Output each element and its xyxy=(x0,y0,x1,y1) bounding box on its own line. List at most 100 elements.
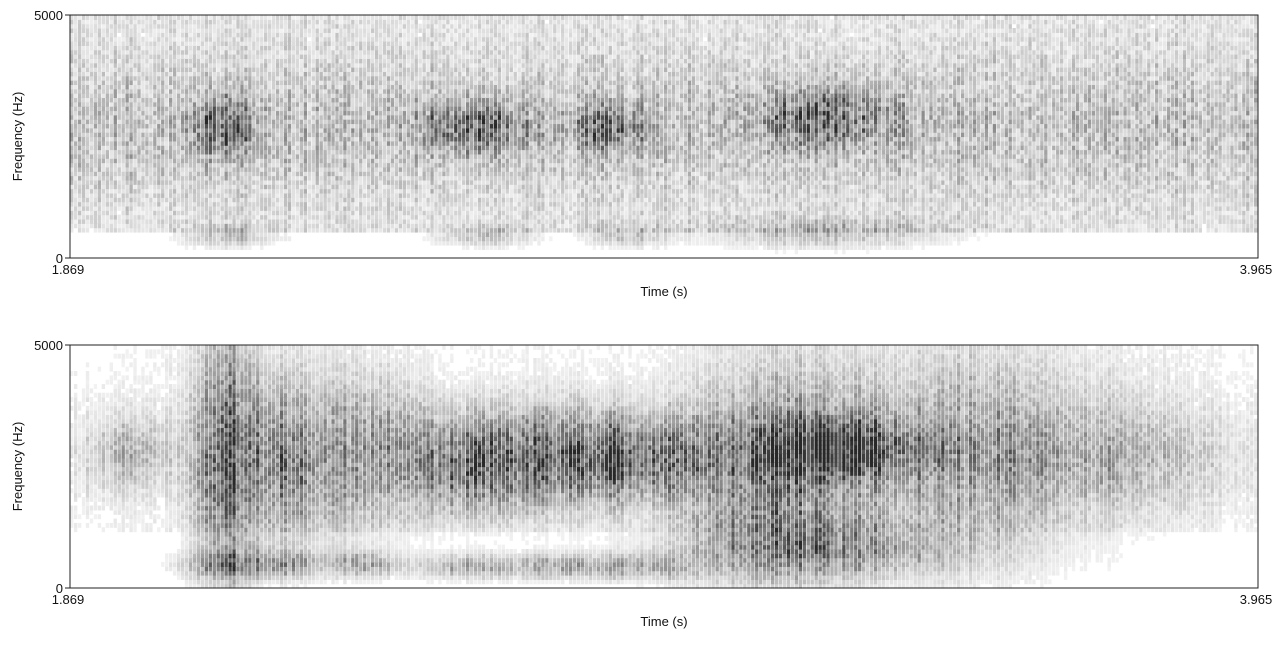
spectrogram-cell xyxy=(77,140,82,146)
spectrogram-cell xyxy=(204,227,209,233)
spectrogram-cell xyxy=(363,119,367,125)
spectrogram-cell xyxy=(153,175,157,181)
spectrogram-cell xyxy=(70,197,74,203)
spectrogram-cell xyxy=(382,140,387,146)
spectrogram-cell xyxy=(70,184,74,190)
spectrogram-cell xyxy=(109,45,113,51)
spectrogram-cell xyxy=(232,84,236,90)
spectrogram-cell xyxy=(133,93,137,99)
spectrogram-cell xyxy=(271,23,276,29)
spectrogram-cell xyxy=(208,179,212,185)
spectrogram-cell xyxy=(287,36,292,42)
spectrogram-cell xyxy=(133,58,137,64)
spectrogram-cell xyxy=(236,41,240,46)
spectrogram-cell xyxy=(402,75,407,81)
spectrogram-cell xyxy=(438,114,442,120)
spectrogram-cell xyxy=(363,179,367,185)
spectrogram-cell xyxy=(438,236,442,242)
spectrogram-cell xyxy=(232,23,236,29)
spectrogram-cell xyxy=(161,145,165,151)
spectrogram-cell xyxy=(426,71,430,77)
spectrogram-cell xyxy=(176,205,181,211)
spectrogram-cell xyxy=(109,132,113,138)
spectrogram-cell xyxy=(331,84,335,90)
spectrogram-cell xyxy=(394,149,399,155)
spectrogram-cell xyxy=(212,101,216,107)
spectrogram-cell xyxy=(323,192,327,198)
spectrogram-cell xyxy=(335,188,339,194)
spectrogram-cell xyxy=(176,171,181,177)
spectrogram-cell xyxy=(252,45,256,51)
spectrogram-cell xyxy=(188,171,193,177)
spectrogram-cell xyxy=(287,41,292,46)
spectrogram-cell xyxy=(256,136,260,142)
spectrogram-cell xyxy=(149,153,153,159)
spectrogram-cell xyxy=(169,158,173,164)
spectrogram-cell xyxy=(89,75,94,81)
spectrogram-cell xyxy=(335,140,339,146)
spectrogram-cell xyxy=(275,140,280,146)
spectrogram-cell xyxy=(256,84,260,90)
spectrogram-cell xyxy=(105,179,110,185)
spectrogram-cell xyxy=(382,62,387,68)
spectrogram-cell xyxy=(363,136,367,142)
spectrogram-cell xyxy=(426,236,430,242)
spectrogram-cell xyxy=(85,227,90,233)
spectrogram-cell xyxy=(299,75,304,81)
spectrogram-cell xyxy=(351,32,355,38)
spectrogram-cell xyxy=(192,244,197,250)
spectrogram-cell xyxy=(323,88,327,94)
spectrogram-cell xyxy=(394,114,399,120)
spectrogram-cell xyxy=(370,75,375,81)
spectrogram-cell xyxy=(418,45,422,51)
spectrogram-cell xyxy=(343,71,347,77)
spectrogram-cell xyxy=(351,179,355,185)
spectrogram-cell xyxy=(430,45,434,51)
spectrogram-cell xyxy=(141,75,145,81)
spectrogram-cell xyxy=(370,119,375,125)
spectrogram-cell xyxy=(204,179,209,185)
spectrogram-cell xyxy=(93,201,98,207)
spectrogram-cell xyxy=(343,54,347,59)
spectrogram-cell xyxy=(188,101,193,107)
spectrogram-cell xyxy=(363,149,367,155)
spectrogram-cell xyxy=(252,227,256,233)
spectrogram-cell xyxy=(351,132,355,138)
spectrogram-cell xyxy=(406,223,410,229)
spectrogram-cell xyxy=(264,54,268,59)
spectrogram-cell xyxy=(406,32,410,38)
spectrogram-cell xyxy=(200,54,205,59)
spectrogram-cell xyxy=(390,184,395,190)
spectrogram-cell xyxy=(252,75,256,81)
spectrogram-cell xyxy=(220,210,224,216)
spectrogram-cell xyxy=(347,184,351,190)
spectrogram-cell xyxy=(438,162,442,168)
spectrogram-cell xyxy=(70,36,74,42)
spectrogram-cell xyxy=(339,101,343,107)
spectrogram-cell xyxy=(370,140,375,146)
spectrogram-cell xyxy=(252,127,256,133)
spectrogram-cell xyxy=(200,28,205,33)
spectrogram-cell xyxy=(430,179,434,185)
spectrogram-cell xyxy=(422,132,426,138)
spectrogram-cell xyxy=(232,119,236,125)
spectrogram-cell xyxy=(232,41,236,46)
spectrogram-cell xyxy=(208,101,212,107)
spectrogram-cell xyxy=(374,62,379,68)
spectrogram-cell xyxy=(129,84,133,90)
spectrogram-cell xyxy=(228,71,232,77)
spectrogram-cell xyxy=(109,188,113,194)
spectrogram-cell xyxy=(125,80,129,86)
spectrogram-cell xyxy=(402,67,407,73)
spectrogram-cell xyxy=(446,179,450,185)
spectrogram-cell xyxy=(402,136,407,142)
spectrogram-cell xyxy=(236,119,240,125)
spectrogram-cell xyxy=(279,214,284,220)
spectrogram-cell xyxy=(216,136,220,142)
spectrogram-cell xyxy=(212,201,216,207)
spectrogram-cell xyxy=(351,97,355,103)
spectrogram-cell xyxy=(268,19,272,25)
spectrogram-cell xyxy=(70,49,74,55)
spectrogram-cell xyxy=(208,244,212,250)
spectrogram-cell xyxy=(374,184,379,190)
